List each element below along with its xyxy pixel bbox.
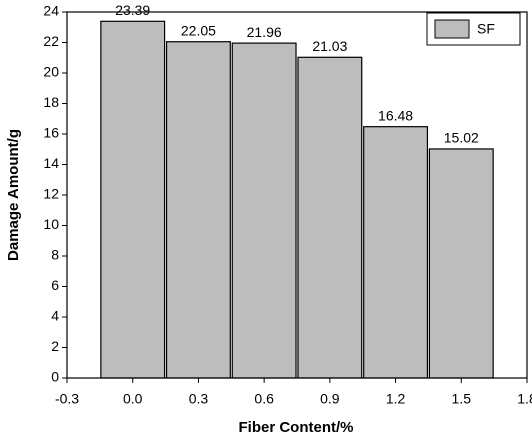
data-label: 23.39 (115, 2, 150, 18)
x-tick-label: 0.9 (320, 391, 340, 407)
x-tick-label: 0.0 (123, 391, 143, 407)
y-tick-label: 20 (43, 64, 59, 80)
y-tick-label: 18 (43, 94, 59, 110)
bar (297, 56, 363, 379)
y-tick-label: 6 (51, 277, 59, 293)
data-label: 22.05 (181, 22, 216, 38)
x-tick-label: 0.6 (254, 391, 274, 407)
y-tick-label: 16 (43, 125, 59, 141)
x-tick-label: -0.3 (55, 391, 79, 407)
y-tick-label: 22 (43, 33, 59, 49)
x-tick-label: 1.8 (517, 391, 532, 407)
y-tick-label: 8 (51, 247, 59, 263)
legend-label: SF (477, 21, 495, 37)
x-axis-label: Fiber Content/% (239, 419, 354, 436)
y-tick-label: 12 (43, 186, 59, 202)
y-tick-label: 4 (51, 308, 59, 324)
data-label: 21.03 (312, 38, 347, 54)
x-tick-label: 1.2 (386, 391, 406, 407)
y-tick-label: 0 (51, 369, 59, 385)
y-tick-label: 2 (51, 338, 59, 354)
bar (100, 20, 166, 379)
x-tick-label: 0.3 (189, 391, 209, 407)
data-label: 15.02 (444, 130, 479, 146)
y-tick-label: 10 (43, 216, 59, 232)
data-label: 16.48 (378, 107, 413, 123)
data-label: 21.96 (247, 24, 282, 40)
bar (231, 42, 297, 379)
bar (363, 126, 429, 379)
legend-swatch (434, 19, 470, 39)
y-tick-label: 14 (43, 155, 59, 171)
y-tick-label: 24 (43, 3, 59, 19)
x-tick-label: 1.5 (452, 391, 472, 407)
bar (165, 41, 231, 379)
bar (428, 148, 494, 379)
y-axis-label: Damage Amount/g (5, 129, 22, 261)
axis-frame (66, 11, 528, 379)
